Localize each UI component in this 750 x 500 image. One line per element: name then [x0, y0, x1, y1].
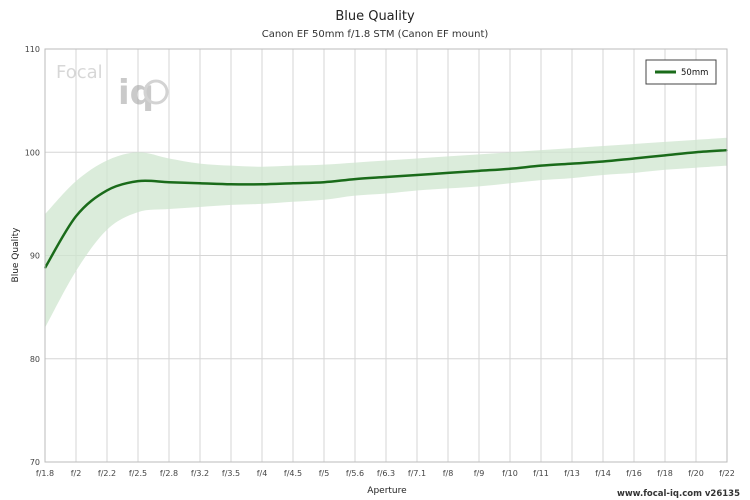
data-point	[416, 174, 418, 176]
data-point	[447, 172, 449, 174]
x-tick-labels: f/1.8 f/2 f/2.2 f/2.5 f/2.8 f/3.2 f/3.5 f/4 f/4.…	[36, 469, 735, 478]
x-tick-label: f/20	[688, 469, 704, 478]
y-axis-label: Blue Quality	[11, 227, 21, 283]
x-tick-label: f/4.5	[284, 469, 302, 478]
y-tick-label: 70	[30, 458, 40, 467]
data-point	[571, 162, 573, 165]
x-tick-label: f/1.8	[36, 469, 54, 478]
x-tick-label: f/18	[657, 469, 673, 478]
data-point	[168, 181, 170, 183]
legend: 50mm	[645, 59, 717, 85]
x-tick-label: f/2.8	[160, 469, 178, 478]
data-point	[106, 189, 108, 192]
data-point	[323, 181, 325, 183]
plot-frame	[44, 48, 728, 463]
x-axis-label: Aperture	[367, 486, 407, 496]
x-tick-label: f/16	[626, 469, 642, 478]
confidence-band	[45, 137, 727, 328]
data-point	[75, 215, 77, 218]
x-tick-label: f/13	[564, 469, 580, 478]
x-tick-label: f/10	[502, 469, 518, 478]
x-tick-label: f/2	[71, 469, 82, 478]
data-point	[137, 180, 139, 182]
x-tick-label: f/3.2	[191, 469, 209, 478]
data-point	[509, 167, 511, 170]
chart-title: Blue Quality	[335, 9, 415, 24]
series-line-layer	[43, 148, 728, 269]
data-point	[478, 170, 480, 172]
x-tick-label: f/5	[319, 469, 330, 478]
x-tick-label: f/3.5	[222, 469, 240, 478]
data-point	[664, 154, 666, 157]
data-point	[602, 160, 604, 163]
data-point	[695, 151, 697, 154]
x-tick-label: f/5.6	[346, 469, 364, 478]
magnifier-icon	[143, 79, 169, 105]
x-tick-label: f/22	[719, 469, 735, 478]
x-tick-label: f/14	[595, 469, 611, 478]
logo-lettering: Focal	[56, 62, 103, 83]
chart-subtitle: Canon EF 50mm f/1.8 STM (Canon EF mount)	[262, 29, 489, 40]
data-point	[292, 182, 294, 185]
x-tick-label: f/11	[533, 469, 549, 478]
x-tick-label: f/7.1	[408, 469, 426, 478]
logo-lettering-iq: iq	[118, 73, 154, 113]
x-tick-label: f/2.2	[98, 469, 116, 478]
x-tick-label: f/8	[443, 469, 454, 478]
confidence-band-layer	[45, 137, 727, 328]
x-tick-label: f/9	[474, 469, 485, 478]
data-point	[354, 178, 356, 180]
y-tick-label: 80	[30, 355, 40, 364]
legend-label: 50mm	[681, 68, 708, 78]
data-point	[633, 157, 635, 160]
y-tick-label: 90	[30, 252, 40, 261]
data-point	[261, 183, 263, 186]
data-point	[230, 183, 232, 186]
data-point	[540, 164, 542, 167]
y-tick-label: 110	[25, 45, 40, 54]
data-point	[199, 182, 201, 185]
x-tick-label: f/2.5	[129, 469, 147, 478]
footer-credit: www.focal-iq.com v26135	[617, 489, 740, 499]
data-point	[385, 176, 387, 178]
y-tick-label: 100	[25, 148, 40, 157]
y-tick-labels: 70 80 90 100 110	[25, 45, 40, 467]
x-tick-label: f/4	[257, 469, 268, 478]
focal-iq-logo: Focal iq	[56, 62, 169, 113]
x-tick-label: f/6.3	[377, 469, 395, 478]
